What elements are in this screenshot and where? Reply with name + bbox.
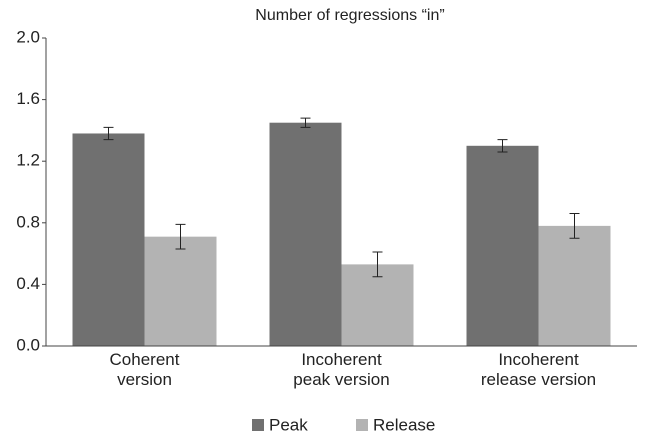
error-bar: [300, 117, 311, 128]
chart-title: Number of regressions “in”: [255, 7, 444, 24]
y-tick-label: 1.2: [16, 151, 40, 170]
y-tick-label: 0.8: [16, 212, 40, 231]
bar: [144, 236, 217, 346]
y-tick-label: 2.0: [16, 27, 40, 46]
y-tick-label: 0.4: [16, 274, 40, 293]
error-bar: [175, 223, 186, 250]
legend-swatch: [252, 419, 264, 431]
x-tick-label: Coherent version: [109, 350, 180, 389]
legend-label: Release: [373, 415, 435, 434]
x-tick-label: Incoherent release version: [480, 350, 597, 389]
bar: [72, 133, 145, 346]
error-bar: [103, 126, 114, 141]
legend-swatch: [356, 419, 368, 431]
bar: [341, 264, 414, 346]
y-tick-label: 1.6: [16, 89, 40, 108]
error-bar: [497, 139, 508, 153]
error-bar: [569, 213, 580, 239]
bar: [466, 145, 539, 346]
x-tick-label: Incoherent peak version: [293, 350, 390, 389]
bar: [269, 122, 342, 346]
legend-label: Peak: [269, 415, 308, 434]
y-tick-label: 0.0: [16, 335, 40, 354]
bar: [538, 225, 611, 346]
error-bar: [372, 251, 383, 278]
